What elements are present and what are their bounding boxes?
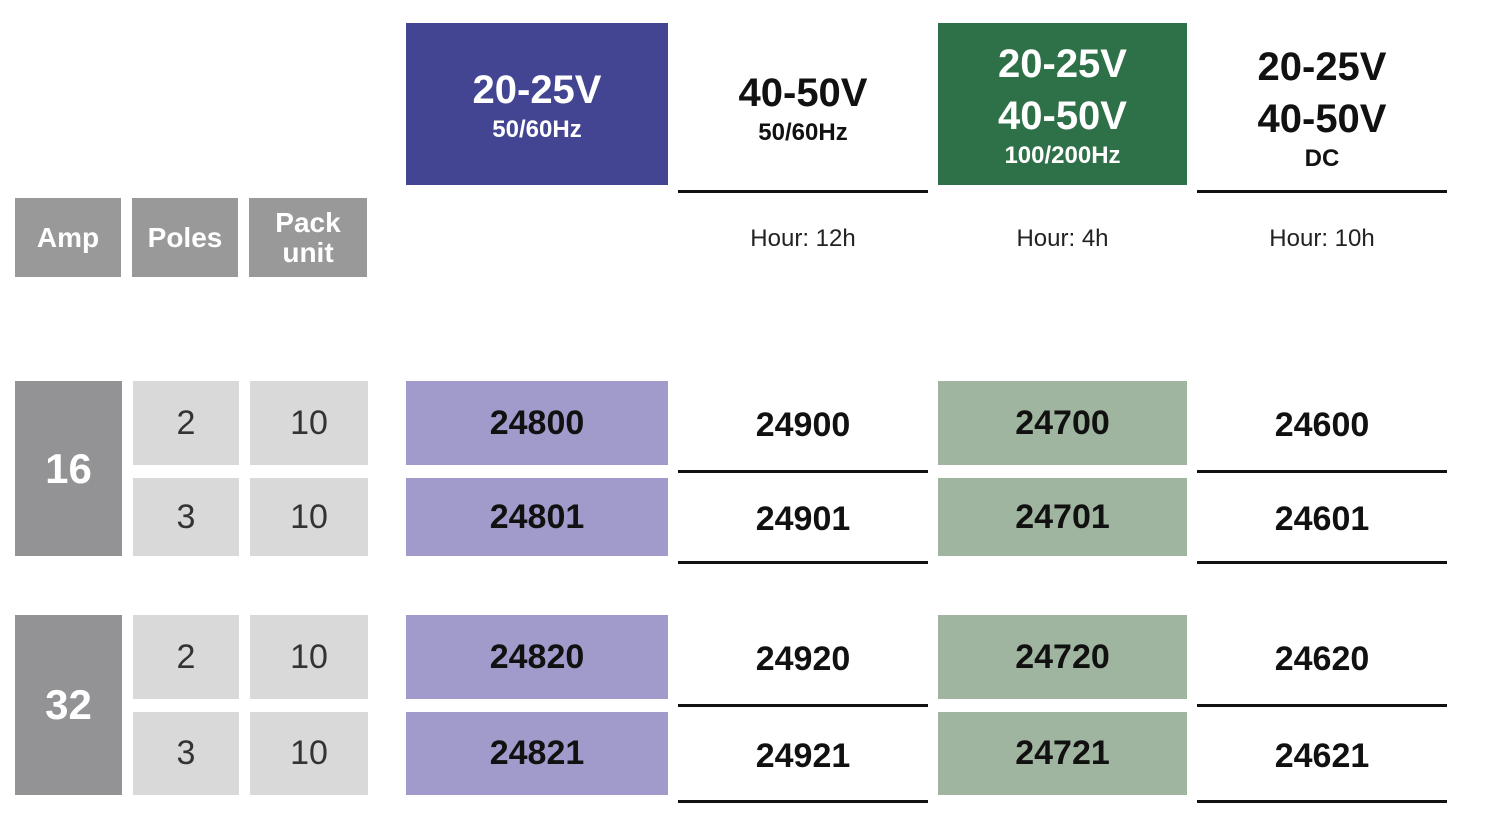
row-header-text: Amp [36,221,100,253]
code: 24900 [755,406,851,444]
poles: 3 [176,497,196,536]
code-cell: 24701 [938,478,1187,556]
code-cell: 24921 [678,712,928,803]
voltage: 40-50V [1257,96,1387,141]
code-cell: 24820 [406,615,668,699]
code: 24901 [755,500,851,538]
voltage: 20-25V [998,42,1127,86]
code: 24801 [489,497,585,536]
poles-cell: 3 [133,478,239,556]
amp-cell: 32 [15,615,122,795]
poles: 2 [176,637,196,676]
frequency: 100/200Hz [1004,142,1121,169]
code-cell: 24600 [1197,381,1447,473]
code-cell: 24800 [406,381,668,465]
code-cell: 24621 [1197,712,1447,803]
code-cell: 24720 [938,615,1187,699]
code: 24920 [755,640,851,678]
frequency: DC [1304,144,1340,172]
voltage: 40-50V [738,70,868,115]
voltage: 20-25V [1257,44,1387,89]
pack: 10 [290,734,328,772]
code: 24800 [489,403,585,442]
code-cell: 24900 [678,381,928,473]
voltage: 40-50V [998,94,1127,138]
code-cell: 24721 [938,712,1187,795]
code: 24701 [1015,497,1110,536]
hour-cell: Hour: 4h [938,215,1187,263]
voltage: 20-25V [472,68,602,112]
code: 24721 [1015,734,1110,772]
hour: Hour: 12h [750,225,856,252]
hour-cell: Hour: 12h [678,215,928,263]
code-cell: 24601 [1197,478,1447,564]
hour: Hour: 10h [1269,225,1375,252]
pack-cell: 10 [250,615,368,699]
code-cell: 24821 [406,712,668,795]
code-cell: 24801 [406,478,668,556]
code: 24621 [1274,736,1370,775]
amp: 16 [45,444,92,492]
row-header-text: Poles [147,221,223,253]
poles-cell: 2 [133,381,239,465]
pack-cell: 10 [250,712,368,795]
poles: 2 [176,403,196,442]
code: 24700 [1015,403,1110,442]
code-cell: 24901 [678,478,928,564]
code: 24600 [1274,406,1370,444]
code: 24821 [489,734,585,772]
code-cell: 24700 [938,381,1187,465]
pack-cell: 10 [250,478,368,556]
code: 24601 [1274,500,1370,538]
amp-cell: 16 [15,381,122,556]
poles-cell: 2 [133,615,239,699]
frequency: 50/60Hz [758,118,848,146]
code: 24620 [1274,640,1370,678]
row-header: Pack unit [249,198,367,277]
poles-cell: 3 [133,712,239,795]
code-cell: 24920 [678,615,928,707]
row-header: Poles [132,198,238,277]
code-cell: 24620 [1197,615,1447,707]
pack: 10 [290,403,328,442]
hour-cell: Hour: 10h [1197,215,1447,263]
frequency: 50/60Hz [492,116,582,143]
column-header: 40-50V 50/60Hz [678,23,928,193]
column-header: 20-25V 40-50V DC [1197,23,1447,193]
column-header: 20-25V 40-50V 100/200Hz [938,23,1187,185]
code: 24820 [489,637,585,676]
code: 24921 [755,736,851,775]
amp: 32 [45,681,92,728]
pack-cell: 10 [250,381,368,465]
hour: Hour: 4h [1016,225,1109,252]
pack: 10 [290,637,328,676]
code: 24720 [1015,637,1110,676]
column-header: 20-25V 50/60Hz [406,23,668,185]
row-header: Amp [15,198,121,277]
poles: 3 [176,734,196,772]
pack: 10 [290,497,328,536]
row-header-text: Pack unit [275,206,341,268]
